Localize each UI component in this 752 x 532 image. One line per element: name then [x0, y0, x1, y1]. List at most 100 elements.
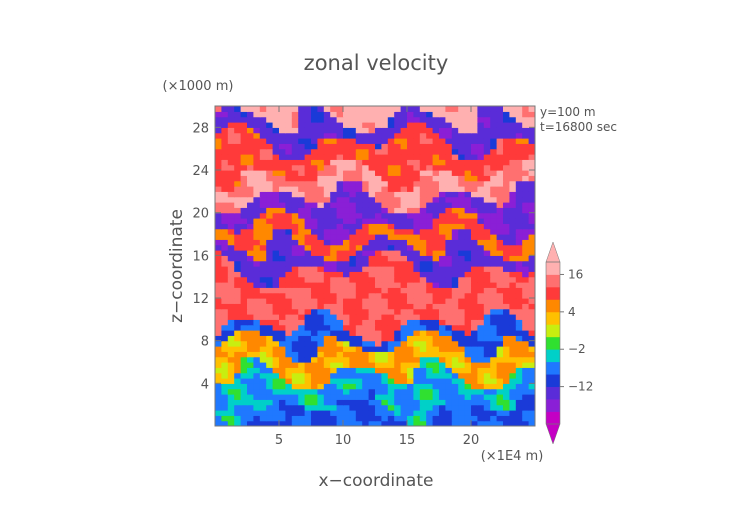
- heatmap-cell: [343, 362, 350, 368]
- heatmap-cell: [362, 223, 370, 230]
- heatmap-cell: [528, 218, 535, 224]
- heatmap-cell: [451, 207, 459, 214]
- heatmap-cell: [419, 415, 427, 422]
- heatmap-cell: [445, 410, 453, 416]
- heatmap-cell: [311, 196, 318, 203]
- heatmap-cell: [221, 250, 229, 256]
- heatmap-cell: [247, 127, 254, 134]
- heatmap-cell: [247, 148, 254, 155]
- heatmap-cell: [272, 372, 280, 379]
- heatmap-cell: [279, 372, 286, 379]
- heatmap-cell: [496, 223, 504, 230]
- heatmap-cell: [259, 191, 267, 198]
- heatmap-cell: [247, 111, 254, 118]
- heatmap-cell: [451, 420, 459, 426]
- heatmap-cell: [451, 186, 459, 192]
- heatmap-cell: [362, 303, 370, 310]
- heatmap-cell: [522, 180, 530, 187]
- heatmap-cell: [343, 367, 350, 374]
- heatmap-cell: [458, 415, 466, 422]
- heatmap-cell: [247, 244, 254, 251]
- heatmap-cell: [343, 127, 350, 134]
- heatmap-cell: [439, 244, 446, 251]
- heatmap-cell: [407, 399, 414, 406]
- heatmap-cell: [311, 218, 318, 224]
- heatmap-cell: [509, 287, 517, 294]
- heatmap-cell: [509, 276, 517, 283]
- heatmap-cell: [477, 212, 485, 219]
- x-tick-label: 20: [463, 433, 480, 448]
- heatmap-cell: [515, 180, 523, 187]
- heatmap-cell: [477, 228, 485, 235]
- heatmap-cell: [490, 298, 498, 304]
- heatmap-cell: [272, 148, 280, 155]
- heatmap-cell: [355, 287, 363, 294]
- heatmap-cell: [375, 202, 382, 208]
- heatmap-cell: [477, 378, 485, 384]
- heatmap-cell: [375, 138, 382, 144]
- heatmap-cell: [317, 308, 325, 315]
- heatmap-cell: [304, 346, 312, 352]
- heatmap-cell: [458, 420, 466, 426]
- heatmap-cell: [336, 346, 344, 352]
- heatmap-cell: [503, 111, 510, 118]
- heatmap-cell: [407, 388, 414, 395]
- heatmap-cell: [432, 148, 440, 155]
- heatmap-cell: [323, 298, 331, 304]
- heatmap-cell: [451, 404, 459, 411]
- heatmap-cell: [496, 111, 504, 118]
- heatmap-cell: [490, 394, 498, 400]
- heatmap-cell: [439, 276, 446, 283]
- heatmap-cell: [285, 276, 293, 283]
- heatmap-cell: [451, 239, 459, 246]
- heatmap-cell: [477, 410, 485, 416]
- heatmap-cell: [509, 319, 517, 326]
- heatmap-cell: [522, 394, 530, 400]
- heatmap-cell: [483, 159, 491, 166]
- heatmap-cell: [215, 234, 222, 240]
- heatmap-cell: [355, 340, 363, 347]
- heatmap-cell: [298, 207, 306, 214]
- heatmap-cell: [439, 356, 446, 363]
- heatmap-cell: [285, 180, 293, 187]
- heatmap-cell: [343, 175, 350, 182]
- heatmap-cell: [490, 148, 498, 155]
- heatmap-cell: [240, 420, 248, 426]
- heatmap-cell: [221, 292, 229, 299]
- heatmap-cell: [368, 122, 376, 128]
- heatmap-cell: [464, 303, 472, 310]
- heatmap-cell: [400, 143, 408, 150]
- y-tick-label: 16: [192, 249, 209, 264]
- heatmap-cell: [317, 180, 325, 187]
- heatmap-cell: [496, 143, 504, 150]
- heatmap-cell: [413, 239, 421, 246]
- heatmap-cell: [509, 228, 517, 235]
- heatmap-cell: [330, 324, 338, 331]
- heatmap-cell: [400, 314, 408, 320]
- heatmap-cell: [439, 250, 446, 256]
- heatmap-cell: [413, 143, 421, 150]
- heatmap-cell: [381, 239, 389, 246]
- heatmap-cell: [528, 239, 535, 246]
- heatmap-cell: [285, 346, 293, 352]
- heatmap-cell: [362, 239, 370, 246]
- heatmap-cell: [311, 207, 318, 214]
- heatmap-cell: [439, 218, 446, 224]
- heatmap-cell: [266, 202, 274, 208]
- heatmap-cell: [240, 314, 248, 320]
- heatmap-cell: [266, 260, 274, 267]
- heatmap-cell: [349, 234, 357, 240]
- heatmap-cell: [426, 266, 434, 272]
- colorbar-tick-label: 4: [568, 305, 576, 319]
- heatmap-cell: [432, 266, 440, 272]
- heatmap-cell: [515, 223, 523, 230]
- heatmap-cell: [426, 127, 434, 134]
- heatmap-cell: [221, 266, 229, 272]
- heatmap-cell: [394, 271, 402, 278]
- heatmap-cell: [375, 170, 382, 176]
- heatmap-cell: [503, 372, 510, 379]
- heatmap-cell: [400, 404, 408, 411]
- heatmap-cell: [349, 164, 357, 171]
- heatmap-cell: [413, 330, 421, 336]
- heatmap-cell: [381, 196, 389, 203]
